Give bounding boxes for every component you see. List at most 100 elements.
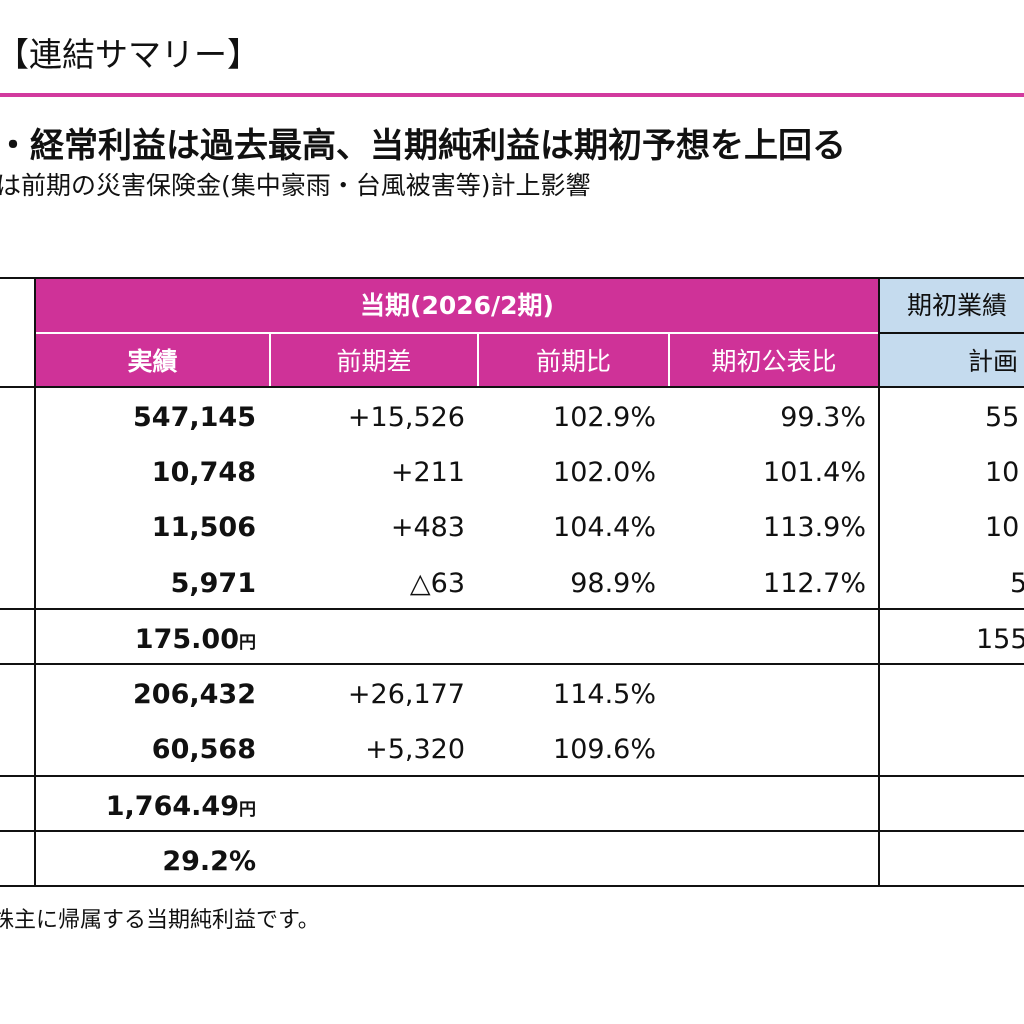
header-divider-3 — [668, 334, 670, 387]
plan-header: 期初業績 — [907, 291, 1008, 320]
cell-ratio: 104.4% — [479, 500, 656, 556]
cell-diff: +483 — [271, 500, 465, 556]
header-divider-1 — [269, 334, 271, 387]
cell-vs-forecast — [670, 612, 866, 668]
cell-diff: +5,320 — [271, 722, 465, 778]
cell-plan: 10 — [985, 500, 1024, 556]
cell-diff: △63 — [271, 556, 465, 612]
cell-vs-forecast: 101.4% — [670, 445, 866, 501]
cell-diff-value: +5,320 — [365, 734, 465, 765]
cell-actual-value: 1,764.49 — [105, 791, 239, 822]
cell-plan-value: 10 — [985, 512, 1020, 543]
header-divider-2 — [477, 334, 479, 387]
headline: ・経常利益は過去最高、当期純利益は期初予想を上回る — [0, 126, 846, 166]
cell-actual: 1,764.49円 — [36, 779, 256, 835]
unit-label: 円 — [239, 633, 256, 653]
cell-vs-forecast: 112.7% — [670, 556, 866, 612]
cell-diff-value: +483 — [390, 512, 465, 543]
cell-ratio: 109.6% — [479, 722, 656, 778]
col-header-actual: 実績 — [127, 347, 178, 376]
col-header-vs-forecast: 期初公表比 — [711, 347, 837, 376]
cell-plan — [1010, 722, 1024, 778]
cell-plan — [1010, 834, 1024, 890]
cell-ratio-value: 109.6% — [553, 734, 656, 765]
cell-actual: 206,432 — [36, 667, 256, 723]
cell-plan-value: 155 — [976, 624, 1024, 655]
cell-ratio-value: 114.5% — [553, 679, 656, 710]
cell-plan: 55 — [985, 390, 1024, 446]
cell-ratio-value: 102.0% — [553, 457, 656, 488]
cell-vs-forecast: 99.3% — [670, 390, 866, 446]
cell-vs-forecast — [670, 722, 866, 778]
slide-title: 【連結サマリー】 — [0, 35, 260, 74]
footnote: 株主に帰属する当期純利益です。 — [0, 908, 320, 933]
cell-vs-forecast: 113.9% — [670, 500, 866, 556]
cell-plan — [1010, 779, 1024, 835]
cell-diff: +15,526 — [271, 390, 465, 446]
rule-col-label — [34, 277, 36, 887]
cell-ratio-value: 98.9% — [570, 568, 656, 599]
cell-ratio-value: 102.9% — [553, 402, 656, 433]
cell-actual-value: 10,748 — [151, 457, 256, 488]
cell-actual: 175.00円 — [36, 612, 256, 668]
rule-bottom — [0, 885, 1024, 887]
subheadline: は前期の災害保険金(集中豪雨・台風被害等)計上影響 — [0, 171, 591, 200]
cell-diff — [271, 612, 465, 668]
cell-diff: +26,177 — [271, 667, 465, 723]
rule-top — [0, 277, 1024, 279]
cell-ratio-value: 104.4% — [553, 512, 656, 543]
cell-vs-forecast-value: 99.3% — [780, 402, 866, 433]
cell-plan-value: 5 — [1010, 568, 1024, 599]
cell-actual: 29.2% — [36, 834, 256, 890]
cell-ratio — [479, 834, 656, 890]
cell-actual-value: 547,145 — [133, 402, 256, 433]
cell-actual: 547,145 — [36, 390, 256, 446]
cell-actual-value: 29.2% — [162, 846, 256, 877]
cell-vs-forecast — [670, 834, 866, 890]
col-header-diff: 前期差 — [336, 347, 412, 376]
rule-group-4 — [0, 830, 1024, 832]
cell-vs-forecast-value: 113.9% — [763, 512, 866, 543]
cell-actual: 11,506 — [36, 500, 256, 556]
cell-actual: 10,748 — [36, 445, 256, 501]
cell-actual-value: 206,432 — [133, 679, 256, 710]
cell-vs-forecast-value: 112.7% — [763, 568, 866, 599]
cell-actual-value: 11,506 — [151, 512, 256, 543]
cell-actual: 60,568 — [36, 722, 256, 778]
header-divider-h — [36, 332, 878, 334]
cell-plan: 155 — [976, 612, 1024, 668]
cell-vs-forecast — [670, 779, 866, 835]
cell-ratio — [479, 779, 656, 835]
cell-actual: 5,971 — [36, 556, 256, 612]
cell-actual-value: 175.00 — [134, 624, 239, 655]
title-divider — [0, 93, 1024, 97]
rule-group-1 — [0, 608, 1024, 610]
cell-vs-forecast — [670, 667, 866, 723]
period-header: 当期(2026/2期) — [360, 291, 554, 320]
cell-diff: +211 — [271, 445, 465, 501]
cell-plan-value: 10 — [985, 457, 1020, 488]
cell-diff-value: △63 — [409, 568, 465, 599]
cell-diff — [271, 779, 465, 835]
rule-header-bottom — [0, 386, 1024, 388]
cell-ratio: 102.9% — [479, 390, 656, 446]
col-header-plan: 計画 — [968, 347, 1019, 376]
unit-label: 円 — [239, 800, 256, 820]
col-header-ratio: 前期比 — [535, 347, 611, 376]
cell-ratio — [479, 612, 656, 668]
cell-diff-value: +211 — [390, 457, 465, 488]
cell-vs-forecast-value: 101.4% — [763, 457, 866, 488]
cell-actual-value: 60,568 — [151, 734, 256, 765]
plan-header-divider — [880, 332, 1024, 334]
rule-group-3 — [0, 775, 1024, 777]
cell-plan: 5 — [1010, 556, 1024, 612]
rule-group-2 — [0, 663, 1024, 665]
cell-plan-value: 55 — [985, 402, 1020, 433]
cell-diff-value: +26,177 — [347, 679, 465, 710]
cell-ratio: 114.5% — [479, 667, 656, 723]
rule-col-plan — [878, 277, 880, 887]
cell-ratio: 102.0% — [479, 445, 656, 501]
cell-plan — [1010, 667, 1024, 723]
cell-plan: 10 — [985, 445, 1024, 501]
